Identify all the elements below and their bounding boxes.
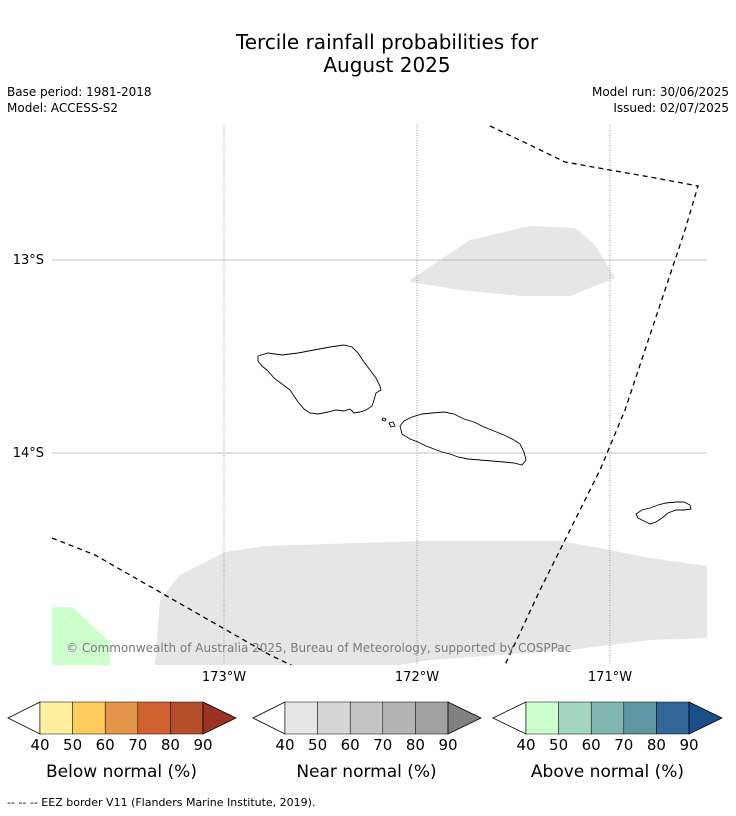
colorbar-tick-label: 70 <box>128 736 148 754</box>
legend-below-normal <box>7 701 237 735</box>
colorbar-tick-label: 90 <box>679 736 699 754</box>
copyright-notice: © Commonwealth of Australia 2025, Bureau… <box>66 641 572 655</box>
issued-date: Issued: 02/07/2025 <box>613 101 729 115</box>
savaii-island-coastline <box>257 344 382 415</box>
legend-near-normal <box>252 701 482 735</box>
colorbar-under-arrow <box>252 701 286 735</box>
colorbar-segment <box>558 701 592 735</box>
colorbar-tick-label: 80 <box>160 736 180 754</box>
colorbar-tick-label: 60 <box>340 736 360 754</box>
title-line-1: Tercile rainfall probabilities for <box>235 30 539 54</box>
lat-label-14s: 14°S <box>12 446 44 461</box>
colorbar-segment <box>656 701 690 735</box>
colorbar-tick-label: 50 <box>308 736 328 754</box>
eez-border-north <box>489 125 699 665</box>
apolima-islet <box>381 417 387 422</box>
metadata-left: Base period: 1981-2018 Model: ACCESS-S2 <box>7 84 152 116</box>
colorbar-tick-label: 80 <box>646 736 666 754</box>
colorbar-over-arrow <box>447 701 482 735</box>
colorbar-segment <box>317 701 351 735</box>
tutuila-island-coastline <box>635 501 692 525</box>
lon-label-173w: 173°W <box>201 670 247 685</box>
colorbar-tick-label: 90 <box>193 736 213 754</box>
colorbar-over-arrow <box>202 701 237 735</box>
colorbar-title: Near normal (%) <box>296 762 437 782</box>
lon-label-171w: 171°W <box>587 670 633 685</box>
colorbar-tick-label: 90 <box>438 736 458 754</box>
near-normal-area-north <box>410 226 615 296</box>
colorbar-tick-label: 50 <box>549 736 569 754</box>
colorbar-tick-label: 50 <box>63 736 83 754</box>
title-line-2: August 2025 <box>323 53 451 77</box>
colorbar-segment <box>284 701 318 735</box>
manono-islet <box>388 421 396 428</box>
colorbar-tick-label: 40 <box>516 736 536 754</box>
model-name: Model: ACCESS-S2 <box>7 101 119 115</box>
lon-label-172w: 172°W <box>394 670 440 685</box>
metadata-right: Model run: 30/06/2025 Issued: 02/07/2025 <box>592 84 729 116</box>
map-title: Tercile rainfall probabilities for Augus… <box>0 31 736 77</box>
lat-label-13s: 13°S <box>12 253 44 268</box>
colorbar-segment <box>170 701 204 735</box>
colorbar-segment <box>623 701 657 735</box>
colorbar-tick-label: 80 <box>405 736 425 754</box>
model-run: Model run: 30/06/2025 <box>591 85 729 99</box>
colorbar-tick-label: 60 <box>581 736 601 754</box>
eez-border-southwest <box>52 537 293 665</box>
colorbar-segment <box>72 701 106 735</box>
colorbar-title: Below normal (%) <box>46 762 197 782</box>
colorbar-tick-label: 70 <box>373 736 393 754</box>
upolu-island-coastline <box>399 411 527 466</box>
colorbar-segment <box>382 701 416 735</box>
colorbar-segment <box>525 701 559 735</box>
colorbar-segment <box>137 701 171 735</box>
base-period: Base period: 1981-2018 <box>7 85 152 99</box>
colorbar-title: Above normal (%) <box>530 762 685 782</box>
above-normal-area <box>52 607 110 665</box>
colorbar-under-arrow <box>492 701 527 735</box>
colorbar-segment <box>39 701 73 735</box>
colorbar-over-arrow <box>688 701 723 735</box>
colorbar-segment <box>349 701 384 735</box>
colorbar-segment <box>104 701 139 735</box>
colorbar-segment <box>590 701 625 735</box>
near-normal-area-south <box>155 541 707 665</box>
legend-above-normal <box>492 701 723 735</box>
colorbar-tick-label: 60 <box>95 736 115 754</box>
eez-footnote: -- -- -- EEZ border V11 (Flanders Marine… <box>7 796 316 809</box>
colorbar-tick-label: 40 <box>30 736 50 754</box>
colorbar-tick-label: 40 <box>275 736 295 754</box>
colorbar-segment <box>415 701 449 735</box>
colorbar-under-arrow <box>7 701 41 735</box>
colorbar-tick-label: 70 <box>614 736 634 754</box>
